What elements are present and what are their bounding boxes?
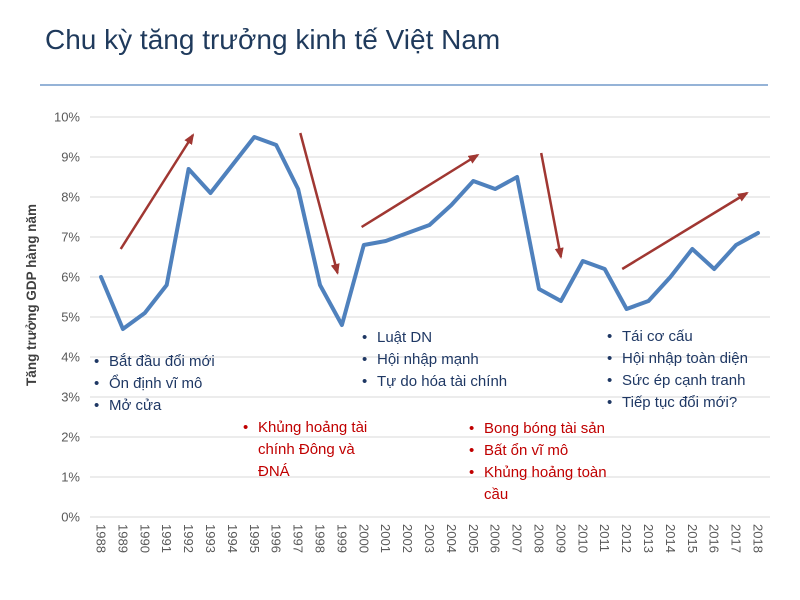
annotation-item: Khủng hoảng tài chính Đông và ĐNÁ bbox=[241, 417, 381, 483]
y-tick-label: 5% bbox=[61, 310, 80, 325]
x-tick-label: 2001 bbox=[378, 524, 393, 553]
y-tick-label: 0% bbox=[61, 510, 80, 525]
annotation-item: Bắt đầu đổi mới bbox=[92, 351, 215, 373]
x-tick-label: 2013 bbox=[641, 524, 656, 553]
x-tick-label: 1995 bbox=[247, 524, 262, 553]
trend-arrow-down bbox=[539, 152, 564, 259]
x-tick-label: 2005 bbox=[466, 524, 481, 553]
annotation-item: Tự do hóa tài chính bbox=[360, 371, 507, 393]
x-tick-label: 2004 bbox=[444, 524, 459, 553]
x-tick-label: 2000 bbox=[356, 524, 371, 553]
annotation-enterprise-law: Luật DNHội nhập mạnhTự do hóa tài chính bbox=[360, 327, 507, 393]
annotation-asian-crisis: Khủng hoảng tài chính Đông và ĐNÁ bbox=[241, 417, 381, 483]
trend-arrow-down bbox=[299, 132, 340, 275]
x-tick-label: 2002 bbox=[400, 524, 415, 553]
gdp-line-series bbox=[99, 135, 760, 331]
annotation-item: Luật DN bbox=[360, 327, 507, 349]
annotation-global-crisis: Bong bóng tài sảnBất ổn vĩ môKhủng hoảng… bbox=[467, 418, 610, 506]
trend-arrow-up bbox=[119, 133, 195, 250]
x-tick-label: 2012 bbox=[619, 524, 634, 553]
x-tick-label: 1996 bbox=[269, 524, 284, 553]
x-tick-label: 1989 bbox=[115, 524, 130, 553]
annotation-list: Bong bóng tài sảnBất ổn vĩ môKhủng hoảng… bbox=[467, 418, 610, 506]
slide-title: Chu kỳ tăng trưởng kinh tế Việt Nam bbox=[45, 24, 501, 55]
x-tick-label: 1990 bbox=[137, 524, 152, 553]
x-tick-label: 1992 bbox=[181, 524, 196, 553]
annotation-doi-moi: Bắt đầu đổi mớiỔn định vĩ môMở cửa bbox=[92, 351, 215, 417]
y-tick-label: 9% bbox=[61, 150, 80, 165]
x-tick-label: 2015 bbox=[685, 524, 700, 553]
x-tick-label: 1993 bbox=[203, 524, 218, 553]
y-axis-title: Tăng trưởng GDP hàng năm bbox=[24, 204, 39, 386]
x-tick-label: 1998 bbox=[313, 524, 328, 553]
annotation-item: Mở cửa bbox=[92, 395, 215, 417]
annotation-list: Khủng hoảng tài chính Đông và ĐNÁ bbox=[241, 417, 381, 483]
annotation-item: Sức ép cạnh tranh bbox=[605, 370, 748, 392]
y-tick-label: 4% bbox=[61, 350, 80, 365]
annotation-item: Khủng hoảng toàn cầu bbox=[467, 462, 610, 506]
x-tick-label: 2017 bbox=[729, 524, 744, 553]
x-tick-label: 2010 bbox=[575, 524, 590, 553]
annotation-list: Luật DNHội nhập mạnhTự do hóa tài chính bbox=[360, 327, 507, 393]
y-tick-label: 1% bbox=[61, 470, 80, 485]
annotation-item: Bất ổn vĩ mô bbox=[467, 440, 610, 462]
x-tick-label: 1997 bbox=[291, 524, 306, 553]
x-tick-label: 2014 bbox=[663, 524, 678, 553]
annotation-item: Hội nhập mạnh bbox=[360, 349, 507, 371]
x-tick-label: 2018 bbox=[751, 524, 766, 553]
x-tick-label: 2016 bbox=[707, 524, 722, 553]
x-tick-label: 2006 bbox=[488, 524, 503, 553]
x-tick-label: 2011 bbox=[597, 524, 612, 552]
x-tick-label: 1994 bbox=[225, 524, 240, 553]
title-divider bbox=[40, 84, 768, 86]
annotation-item: Bong bóng tài sản bbox=[467, 418, 610, 440]
x-tick-label: 1988 bbox=[94, 524, 109, 553]
annotation-item: Ổn định vĩ mô bbox=[92, 373, 215, 395]
annotation-item: Hội nhập toàn diện bbox=[605, 348, 748, 370]
y-tick-label: 8% bbox=[61, 190, 80, 205]
annotation-restructuring: Tái cơ cấuHội nhập toàn diệnSức ép cạnh … bbox=[605, 326, 748, 414]
x-tick-label: 2003 bbox=[422, 524, 437, 553]
x-tick-label: 2009 bbox=[553, 524, 568, 553]
trend-arrow-up bbox=[621, 191, 749, 271]
annotation-item: Tái cơ cấu bbox=[605, 326, 748, 348]
y-tick-label: 2% bbox=[61, 430, 80, 445]
x-tick-label: 2008 bbox=[532, 524, 547, 553]
annotation-list: Bắt đầu đổi mớiỔn định vĩ môMở cửa bbox=[92, 351, 215, 417]
x-tick-label: 1991 bbox=[159, 524, 174, 553]
trend-arrow-up bbox=[360, 153, 480, 229]
x-tick-label: 2007 bbox=[510, 524, 525, 553]
y-tick-label: 6% bbox=[61, 270, 80, 285]
annotation-item: Tiếp tục đổi mới? bbox=[605, 392, 748, 414]
y-tick-label: 3% bbox=[61, 390, 80, 405]
y-tick-label: 10% bbox=[54, 110, 80, 125]
y-tick-label: 7% bbox=[61, 230, 80, 245]
annotation-list: Tái cơ cấuHội nhập toàn diệnSức ép cạnh … bbox=[605, 326, 748, 414]
x-tick-label: 1999 bbox=[334, 524, 349, 553]
